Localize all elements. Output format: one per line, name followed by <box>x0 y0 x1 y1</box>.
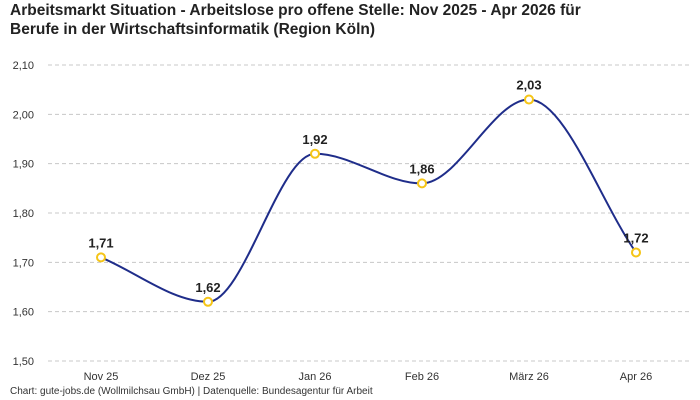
series-line <box>100 98 637 303</box>
data-point <box>96 252 106 263</box>
x-tick-label: Dez 25 <box>191 371 226 383</box>
y-tick-label: 2,10 <box>13 60 34 72</box>
y-tick-label: 2,00 <box>13 109 34 121</box>
data-label: 1,71 <box>88 235 113 250</box>
data-point <box>203 296 213 307</box>
x-tick-label: Jan 26 <box>298 371 331 383</box>
x-tick-label: Feb 26 <box>405 371 439 383</box>
x-tick-label: Apr 26 <box>620 371 652 383</box>
y-tick-label: 1,80 <box>13 208 34 220</box>
y-tick-label: 1,90 <box>13 159 34 171</box>
data-point <box>631 247 641 258</box>
data-label: 1,86 <box>409 161 434 176</box>
data-label: 2,03 <box>516 78 541 93</box>
y-tick-label: 1,70 <box>13 257 34 269</box>
chart-title-line2: Berufe in der Wirtschaftsinformatik (Reg… <box>10 21 375 38</box>
data-label: 1,62 <box>195 280 220 295</box>
data-label: 1,92 <box>302 132 327 147</box>
chart-title: Arbeitsmarkt Situation - Arbeitslose pro… <box>10 1 690 39</box>
data-label: 1,72 <box>623 230 648 245</box>
x-tick-label: Nov 25 <box>84 371 119 383</box>
data-point <box>310 148 320 159</box>
x-tick-label: März 26 <box>509 371 549 383</box>
source-footer: Chart: gute-jobs.de (Wollmilchsau GmbH) … <box>10 386 373 397</box>
data-point <box>524 94 534 105</box>
chart-title-line1: Arbeitsmarkt Situation - Arbeitslose pro… <box>10 2 581 19</box>
y-tick-label: 1,50 <box>13 356 34 368</box>
y-tick-label: 1,60 <box>13 307 34 319</box>
data-point <box>417 178 427 189</box>
